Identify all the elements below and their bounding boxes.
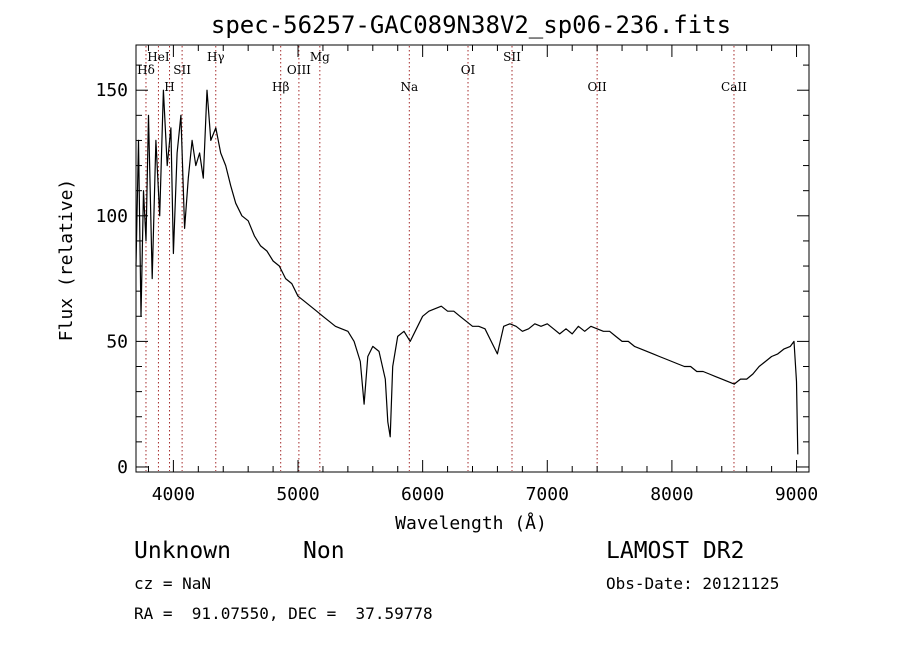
y-tick-label: 0 [117, 457, 128, 478]
chart-title: spec-56257-GAC089N38V2_sp06-236.fits [211, 11, 731, 39]
line-label-2: H [164, 80, 174, 94]
x-tick-label: 8000 [650, 484, 693, 505]
line-label-10: SII [503, 50, 521, 64]
spectrum-line [135, 89, 799, 455]
coordinates: RA = 91.07550, DEC = 37.59778 [134, 604, 433, 623]
line-label-7: Mg [310, 50, 330, 64]
x-tick-label: 4000 [152, 484, 195, 505]
spectrum-series [135, 89, 799, 455]
x-axis-label: Wavelength (Å) [395, 512, 547, 534]
line-label-6: OIII [287, 63, 311, 77]
line-label-0: Hδ [137, 63, 155, 77]
spectral-line-markers [145, 46, 735, 471]
line-label-5: Hβ [272, 80, 289, 94]
object-class: Unknown [134, 538, 231, 564]
line-label-3: SII [173, 63, 191, 77]
plot-frame [135, 44, 810, 473]
redshift-cz: cz = NaN [134, 574, 212, 593]
line-label-8: Na [400, 80, 418, 94]
line-label-12: CaII [721, 80, 747, 94]
axis-ticks: 4000 5000 6000 7000 8000 9000 0 50 100 150 [95, 45, 818, 505]
y-axis-label: Flux (relative) [56, 179, 77, 342]
y-tick-label: 150 [95, 80, 128, 101]
line-label-4: Hγ [207, 50, 225, 64]
x-tick-label: 7000 [526, 484, 569, 505]
y-tick-label: 100 [95, 206, 128, 227]
x-tick-label: 5000 [276, 484, 319, 505]
survey-release: LAMOST DR2 [606, 538, 745, 564]
observation-date: Obs-Date: 20121125 [606, 574, 780, 593]
y-tick-label: 50 [106, 331, 128, 352]
x-tick-label: 9000 [775, 484, 818, 505]
line-label-9: OI [461, 63, 476, 77]
x-tick-label: 6000 [401, 484, 444, 505]
object-subclass: Non [303, 538, 345, 564]
line-label-11: OII [587, 80, 607, 94]
line-label-1: HeI [147, 50, 170, 64]
